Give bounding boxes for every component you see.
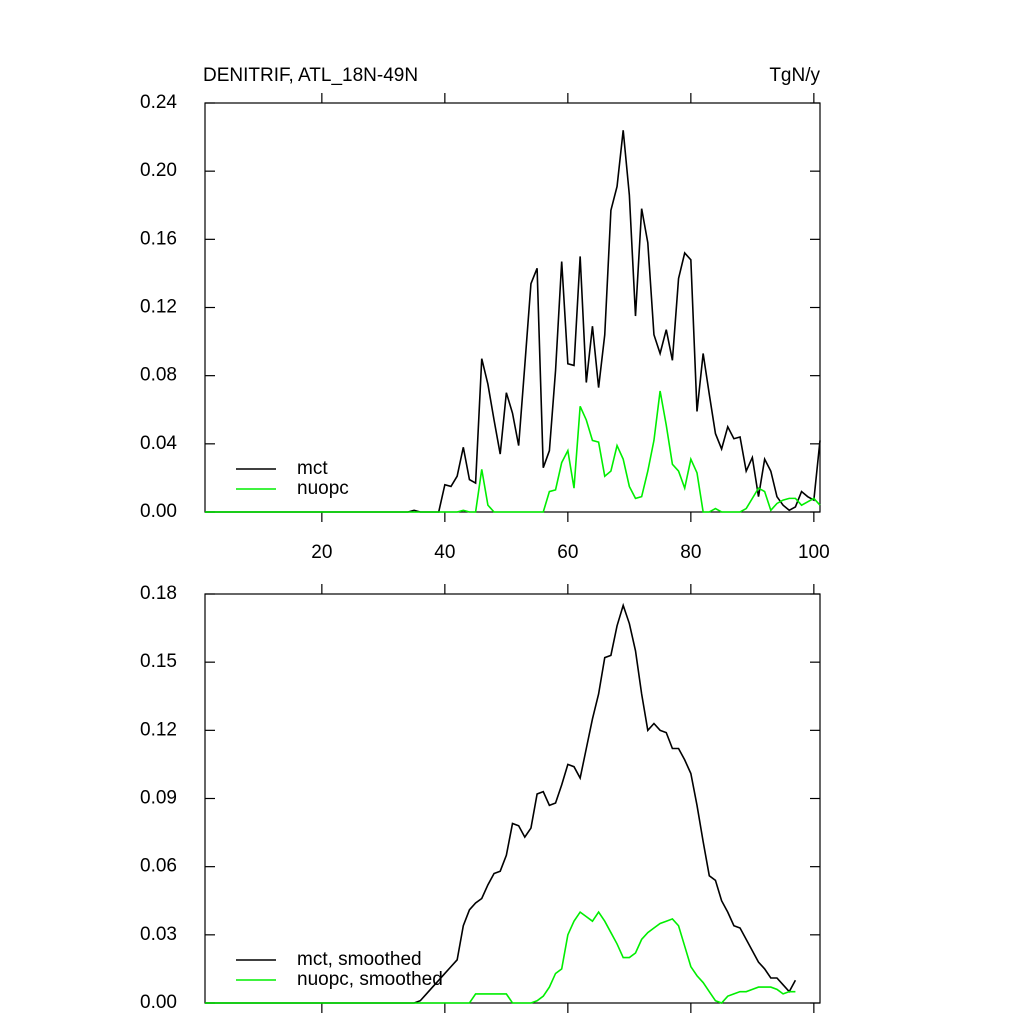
legend-label: mct	[297, 458, 328, 479]
y-tick-label: 0.03	[140, 924, 177, 945]
series-line	[205, 390, 821, 513]
legend-label: nuopc	[297, 478, 349, 499]
x-tick-label: 40	[434, 542, 455, 563]
legend-label: nuopc, smoothed	[297, 969, 443, 990]
y-tick-label: 0.04	[140, 433, 177, 454]
legend-label: mct, smoothed	[297, 949, 422, 970]
y-tick-label: 0.16	[140, 228, 177, 249]
x-tick-label: 20	[311, 542, 332, 563]
chart-title: DENITRIF, ATL_18N-49N	[203, 65, 418, 86]
series-line	[205, 602, 797, 1004]
y-tick-label: 0.20	[140, 160, 177, 181]
x-tick-label: 80	[680, 542, 701, 563]
y-tick-label: 0.24	[140, 92, 177, 113]
plot-frame	[204, 102, 821, 513]
series-line	[205, 910, 796, 1004]
y-tick-label: 0.18	[140, 583, 177, 604]
y-tick-label: 0.06	[140, 856, 177, 877]
y-tick-label: 0.00	[140, 992, 177, 1013]
units-label: TgN/y	[769, 65, 820, 86]
y-tick-label: 0.12	[140, 297, 177, 318]
y-tick-label: 0.12	[140, 719, 177, 740]
plot-frame	[204, 593, 821, 1004]
y-tick-label: 0.08	[140, 365, 177, 386]
y-tick-label: 0.15	[140, 651, 177, 672]
y-tick-label: 0.09	[140, 788, 177, 809]
series-line	[205, 130, 821, 513]
x-tick-label: 60	[557, 542, 578, 563]
x-tick-label: 100	[798, 542, 830, 563]
y-tick-label: 0.00	[140, 501, 177, 522]
